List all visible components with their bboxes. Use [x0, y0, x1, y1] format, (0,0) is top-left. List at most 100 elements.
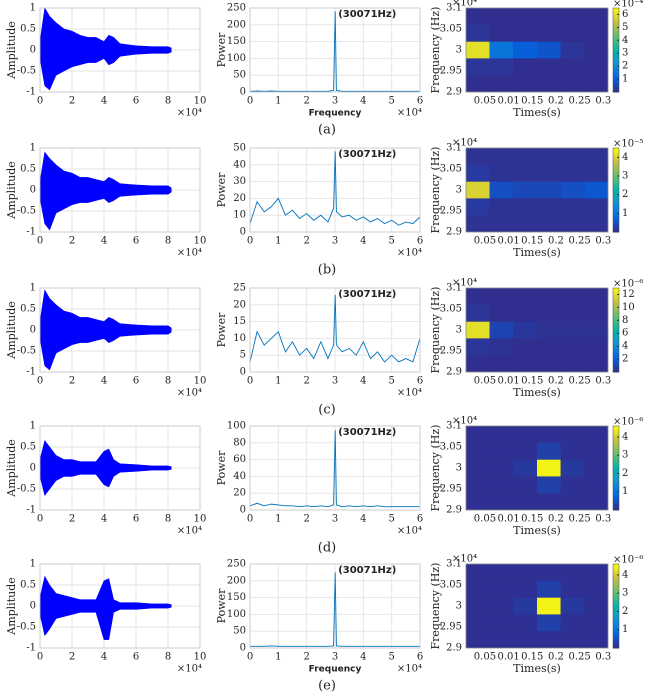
y-axis-label: Power [215, 588, 228, 624]
colorbar-step [613, 169, 619, 172]
x-exponent: ×10⁴ [397, 664, 422, 675]
heat-cell [537, 321, 561, 339]
colorbar-step [613, 578, 619, 582]
y-axis-label: Amplitude [5, 439, 18, 498]
heat-cell [489, 164, 514, 182]
colorbar-step [613, 357, 619, 360]
heat-cell [537, 597, 561, 615]
y-axis-label: Frequency (Hz) [429, 147, 442, 234]
x-tick-label: 6 [133, 376, 139, 387]
heat-cell [584, 597, 608, 615]
heat-cell [537, 215, 561, 232]
x-exponent: ×10⁴ [177, 664, 202, 675]
heat-cell [513, 614, 537, 632]
colorbar-step [613, 570, 619, 573]
colorbar-frame [612, 147, 620, 233]
colorbar-tick-label: 4 [622, 152, 628, 163]
colorbar-step [613, 585, 619, 588]
heat-cell [466, 24, 490, 42]
y-tick-label: 3.1 [446, 559, 462, 570]
x-axis-label: Frequency [309, 109, 362, 119]
y-tick-label: -1 [26, 367, 36, 378]
colorbar-step [613, 622, 619, 626]
heat-cell [537, 564, 561, 581]
heat-cell [560, 288, 585, 305]
colorbar-step [613, 79, 619, 82]
spectrum-line [250, 294, 420, 363]
colorbar-step [613, 68, 619, 72]
plot-area [250, 572, 420, 647]
x-tick-label: 8 [165, 96, 171, 107]
colorbar-step [613, 480, 619, 484]
heat-cell [560, 597, 585, 615]
y-tick-label: 15 [233, 316, 246, 327]
x-tick-label: 0.01 [497, 376, 519, 387]
colorbar-step [613, 338, 619, 341]
colorbar-step [613, 31, 619, 34]
y-tick-label: 0.5 [20, 580, 36, 591]
x-tick-label: 0.2 [548, 514, 564, 525]
heat-cell [560, 442, 585, 460]
y-tick-label: 20 [233, 193, 246, 204]
colorbar-exponent: ×10⁻⁶ [613, 279, 643, 290]
y-tick-label: 40 [233, 471, 246, 482]
colorbar-frame [612, 425, 620, 511]
heat-cell [537, 304, 561, 322]
heat-cell [560, 493, 585, 510]
x-tick-label: 6 [417, 652, 423, 663]
colorbar-step [613, 39, 619, 43]
y-tick-label: -1 [26, 227, 36, 238]
x-tick-label: 4 [360, 514, 366, 525]
axes-frame [249, 287, 421, 373]
colorbar-step [613, 288, 619, 291]
axes-frame [465, 287, 609, 373]
colorbar-exponent: ×10⁻⁶ [613, 555, 643, 566]
heat-cell [513, 8, 537, 25]
y-tick-label: 200 [227, 575, 246, 586]
colorbar-step [613, 369, 619, 373]
heat-cell [560, 304, 585, 322]
x-tick-label: 2 [69, 514, 75, 525]
heat-cell [513, 58, 537, 76]
x-tick-label: 2 [303, 514, 309, 525]
colorbar-step [613, 468, 619, 471]
y-tick-label: 0.5 [20, 442, 36, 453]
y-tick-label: 3 [456, 45, 462, 56]
heat-cell [584, 58, 608, 76]
heat-cell [513, 288, 537, 305]
x-tick-label: 6 [417, 376, 423, 387]
x-tick-label: 1 [275, 236, 281, 247]
colorbar-step [613, 355, 619, 358]
heat-cell [560, 58, 585, 76]
y-tick-label: 250 [227, 559, 246, 570]
panel-label: (b) [318, 263, 336, 278]
heat-cell [489, 493, 514, 510]
heat-cell [560, 75, 585, 92]
y-tick-label: 150 [227, 36, 246, 47]
colorbar-step [613, 87, 619, 91]
colorbar-step [613, 432, 619, 435]
y-tick-label: 2.95 [440, 346, 462, 357]
colorbar-step [613, 507, 619, 511]
y-axis-label: Amplitude [5, 577, 18, 636]
x-exponent: ×10⁴ [177, 526, 202, 537]
heat-cell [513, 338, 537, 356]
x-tick-label: 6 [133, 514, 139, 525]
colorbar-step [613, 223, 619, 227]
x-tick-label: 3 [332, 236, 338, 247]
colorbar-step [613, 300, 619, 304]
x-axis-label: Frequency [309, 665, 362, 675]
heat-cell [466, 58, 490, 76]
colorbar-step [613, 173, 619, 176]
colorbar-step [613, 503, 619, 507]
y-tick-label: 150 [227, 592, 246, 603]
y-tick-label: -1 [26, 505, 36, 516]
colorbar-step [613, 453, 619, 456]
colorbar-step [613, 315, 619, 318]
x-tick-label: 1 [275, 376, 281, 387]
colorbar-step [613, 227, 619, 231]
colorbar-tick-label: 1 [622, 486, 628, 497]
colorbar-step [613, 211, 619, 214]
colorbar-step [613, 37, 619, 40]
colorbar-step [613, 367, 619, 371]
